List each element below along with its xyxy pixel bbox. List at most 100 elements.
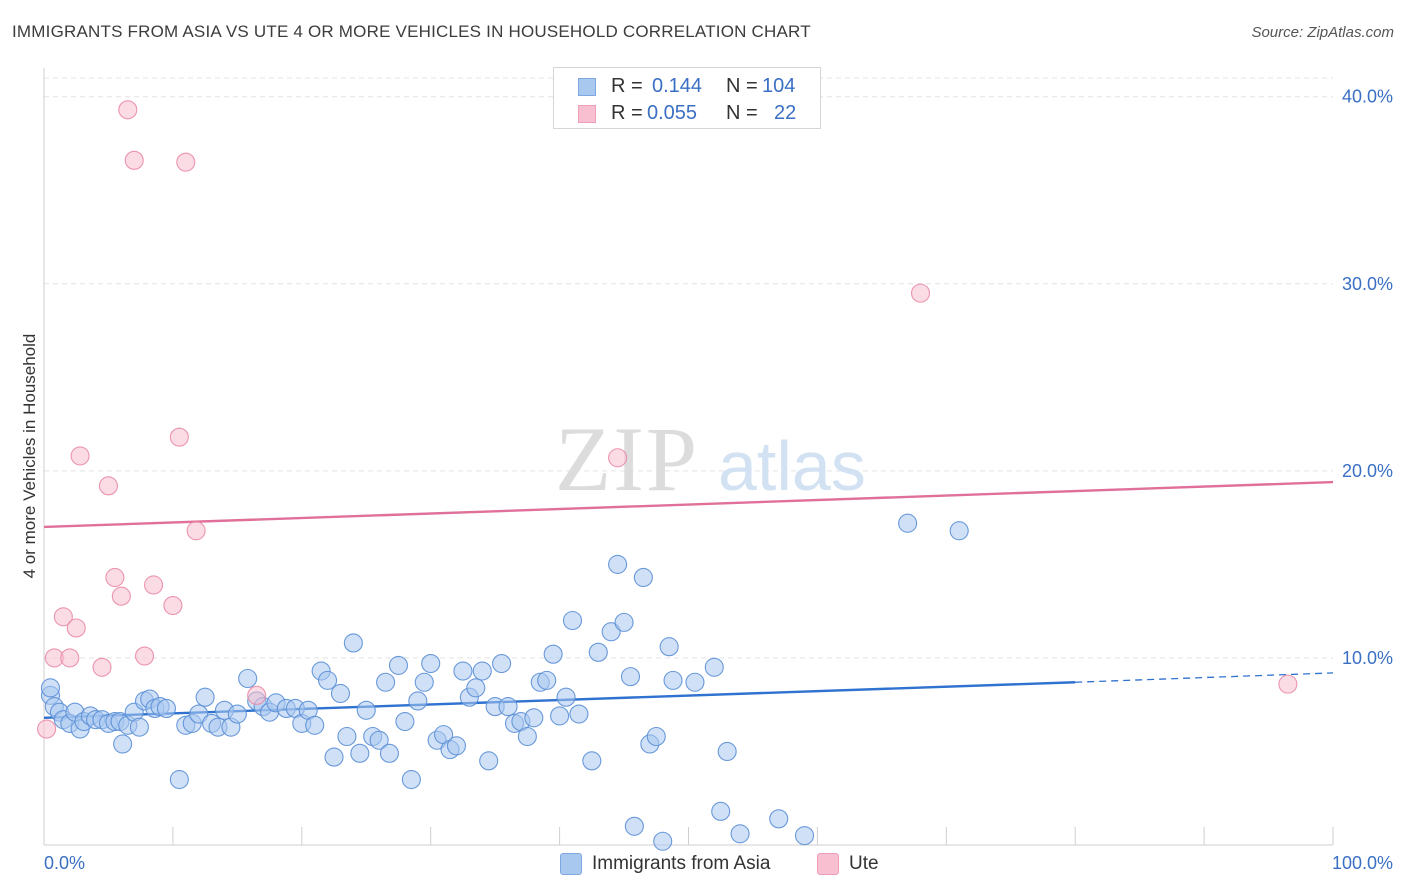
data-point-ute xyxy=(186,521,206,541)
data-point-asia xyxy=(711,801,731,821)
data-point-asia xyxy=(369,730,389,750)
axes xyxy=(43,68,1334,846)
data-point-asia xyxy=(794,826,815,846)
data-point-asia xyxy=(343,633,363,653)
data-point-asia xyxy=(446,736,467,756)
stats-legend: R = 0.144 N = 104 R = 0.055 N = 22 xyxy=(553,67,821,129)
y-tick-label: 40.0% xyxy=(1342,87,1393,107)
data-point-asia xyxy=(466,678,486,698)
y-tick-label: 10.0% xyxy=(1342,648,1393,668)
data-point-asia xyxy=(408,691,428,711)
data-point-ute xyxy=(70,446,90,466)
data-point-ute xyxy=(98,476,118,496)
data-point-asia xyxy=(414,672,434,692)
trend-line-ute xyxy=(43,480,1334,529)
x-tick-label-min: 0.0% xyxy=(44,853,85,873)
legend-n-label: N = xyxy=(726,102,758,124)
data-point-ute xyxy=(66,618,86,638)
data-point-asia xyxy=(324,747,344,767)
data-point-asia xyxy=(189,704,209,724)
data-point-asia xyxy=(550,706,570,726)
data-point-asia xyxy=(537,670,557,690)
data-point-asia xyxy=(517,726,537,747)
data-point-asia xyxy=(472,661,492,681)
data-point-asia xyxy=(227,704,247,724)
data-point-asia xyxy=(685,672,705,692)
data-point-asia xyxy=(453,661,473,681)
data-point-asia xyxy=(562,610,583,631)
legend-swatch-ute xyxy=(578,105,596,123)
data-point-asia xyxy=(421,653,441,674)
data-point-asia xyxy=(492,653,512,674)
data-point-asia xyxy=(388,655,409,675)
y-tick-label: 30.0% xyxy=(1342,274,1393,294)
data-point-asia xyxy=(663,670,683,690)
data-point-asia xyxy=(898,513,918,533)
data-point-ute xyxy=(124,150,144,170)
bottom-legend-label-asia: Immigrants from Asia xyxy=(592,853,771,874)
data-point-asia xyxy=(129,717,149,737)
bottom-legend-label-ute: Ute xyxy=(849,853,879,874)
data-point-asia xyxy=(479,751,499,771)
data-point-asia xyxy=(633,567,653,588)
data-point-ute xyxy=(118,100,138,120)
data-point-ute xyxy=(92,657,112,677)
y-axis-label: 4 or more Vehicles in Household xyxy=(20,334,39,579)
data-point-asia xyxy=(949,521,969,541)
data-point-asia xyxy=(624,816,644,836)
data-point-asia xyxy=(569,704,589,724)
data-point-asia xyxy=(337,726,357,747)
watermark-atlas: atlas xyxy=(718,427,866,505)
legend-r-label: R = xyxy=(611,102,643,124)
watermark: ZIP atlas xyxy=(555,408,866,510)
data-point-asia xyxy=(608,554,628,574)
data-point-asia xyxy=(646,726,666,747)
chart-title: IMMIGRANTS FROM ASIA VS UTE 4 OR MORE VE… xyxy=(12,22,811,41)
legend-n-value: 22 xyxy=(774,102,797,124)
y-tick-label: 20.0% xyxy=(1342,461,1393,481)
legend-r-value: 0.144 xyxy=(652,75,703,97)
data-point-asia xyxy=(730,824,750,844)
data-point-ute xyxy=(60,648,80,668)
data-point-asia xyxy=(543,644,563,664)
data-point-asia xyxy=(305,715,325,735)
data-point-asia xyxy=(379,743,400,763)
data-point-ute xyxy=(169,427,189,447)
legend-r-label: R = xyxy=(611,75,643,97)
data-point-asia xyxy=(356,700,376,720)
data-point-ute xyxy=(163,595,183,616)
data-point-asia xyxy=(395,711,415,732)
data-point-asia xyxy=(588,642,608,662)
data-point-asia xyxy=(614,612,634,632)
data-point-ute xyxy=(134,646,155,666)
x-tick-label-max: 100.0% xyxy=(1332,853,1393,873)
bottom-legend-swatch-asia xyxy=(560,853,582,875)
data-point-ute xyxy=(53,607,73,627)
data-point-asia xyxy=(601,622,621,642)
legend-swatch-asia xyxy=(578,78,596,96)
data-point-ute xyxy=(608,448,628,468)
data-point-asia xyxy=(524,708,544,728)
data-point-asia xyxy=(498,697,518,717)
data-point-ute xyxy=(176,152,196,172)
data-point-asia xyxy=(40,678,60,698)
data-point-asia xyxy=(156,698,177,718)
data-point-ute xyxy=(111,586,131,606)
data-point-ute xyxy=(910,283,931,303)
data-points xyxy=(37,100,1298,851)
grid-lines: 10.0% 20.0% 30.0% 40.0% xyxy=(44,77,1393,668)
legend-n-label: N = xyxy=(726,75,758,97)
data-point-asia xyxy=(769,809,789,829)
data-point-asia xyxy=(653,831,673,851)
data-point-asia xyxy=(556,687,576,707)
data-point-asia xyxy=(169,769,189,790)
legend-n-value: 104 xyxy=(762,75,796,97)
bottom-legend-swatch-ute xyxy=(817,853,839,875)
data-point-asia xyxy=(704,657,724,677)
data-point-ute xyxy=(247,685,267,705)
data-point-asia xyxy=(717,741,737,762)
data-point-ute xyxy=(144,575,164,595)
data-point-asia xyxy=(195,687,215,707)
data-point-asia xyxy=(113,734,133,754)
